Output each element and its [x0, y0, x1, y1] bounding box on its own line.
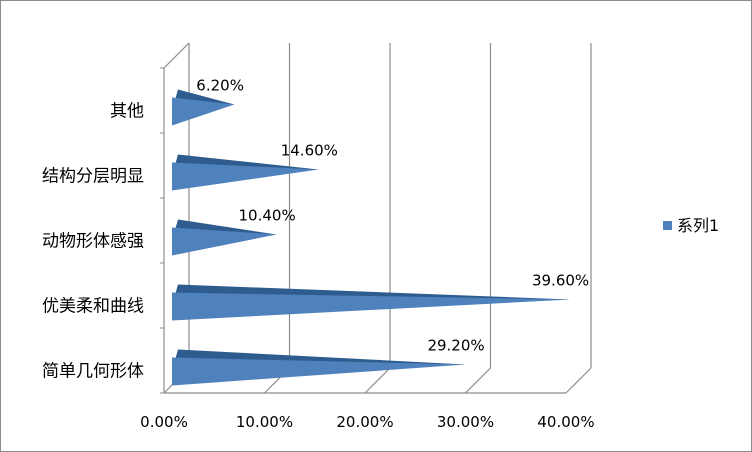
x-tick-label: 10.00%	[236, 413, 293, 431]
cone-bar	[172, 97, 235, 126]
data-label: 10.40%	[239, 207, 296, 225]
floor-gridline	[364, 367, 391, 394]
category-label: 结构分层明显	[42, 167, 144, 187]
data-label: 6.20%	[196, 77, 244, 95]
cone-bar	[172, 227, 277, 256]
x-tick-label: 0.00%	[140, 413, 188, 431]
x-tick-label: 30.00%	[437, 413, 494, 431]
floor-gridline	[565, 367, 592, 394]
cone-bar	[172, 357, 466, 386]
side-wall-edge	[163, 42, 190, 69]
cone-bar	[172, 292, 570, 321]
data-label: 29.20%	[427, 337, 484, 355]
floor-gridline	[465, 367, 491, 394]
category-label: 优美柔和曲线	[42, 297, 144, 317]
category-label: 动物形体感强	[42, 232, 144, 252]
category-label: 其他	[110, 102, 144, 122]
x-tick-label: 20.00%	[336, 413, 393, 431]
cone-bar	[172, 162, 319, 191]
legend-swatch	[663, 221, 672, 230]
legend-label: 系列1	[677, 216, 719, 235]
data-label: 14.60%	[281, 142, 338, 160]
data-label: 39.60%	[532, 272, 589, 290]
category-label: 简单几何形体	[42, 362, 144, 382]
x-tick-label: 40.00%	[537, 413, 594, 431]
